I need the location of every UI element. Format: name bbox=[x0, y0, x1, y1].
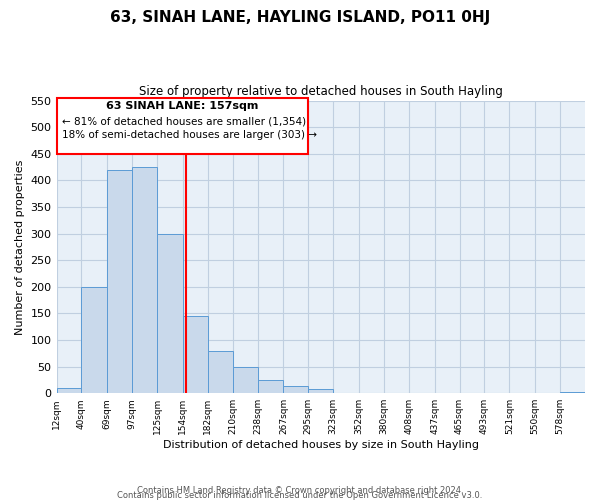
Text: 18% of semi-detached houses are larger (303) →: 18% of semi-detached houses are larger (… bbox=[62, 130, 317, 140]
Text: ← 81% of detached houses are smaller (1,354): ← 81% of detached houses are smaller (1,… bbox=[62, 117, 306, 127]
Bar bbox=[257, 380, 283, 393]
Text: Contains public sector information licensed under the Open Government Licence v3: Contains public sector information licen… bbox=[118, 490, 482, 500]
Bar bbox=[283, 386, 308, 393]
Text: 63 SINAH LANE: 157sqm: 63 SINAH LANE: 157sqm bbox=[106, 101, 259, 111]
FancyBboxPatch shape bbox=[56, 98, 308, 154]
Bar bbox=[132, 167, 157, 393]
Y-axis label: Number of detached properties: Number of detached properties bbox=[15, 159, 25, 334]
Bar bbox=[208, 350, 233, 393]
Bar bbox=[107, 170, 132, 393]
Text: 63, SINAH LANE, HAYLING ISLAND, PO11 0HJ: 63, SINAH LANE, HAYLING ISLAND, PO11 0HJ bbox=[110, 10, 490, 25]
Title: Size of property relative to detached houses in South Hayling: Size of property relative to detached ho… bbox=[139, 85, 503, 98]
Bar bbox=[82, 287, 107, 393]
Bar bbox=[56, 388, 82, 393]
Bar bbox=[308, 389, 333, 393]
Bar bbox=[560, 392, 585, 393]
Bar bbox=[233, 366, 257, 393]
Bar bbox=[183, 316, 208, 393]
X-axis label: Distribution of detached houses by size in South Hayling: Distribution of detached houses by size … bbox=[163, 440, 479, 450]
Text: Contains HM Land Registry data © Crown copyright and database right 2024.: Contains HM Land Registry data © Crown c… bbox=[137, 486, 463, 495]
Bar bbox=[157, 234, 183, 393]
